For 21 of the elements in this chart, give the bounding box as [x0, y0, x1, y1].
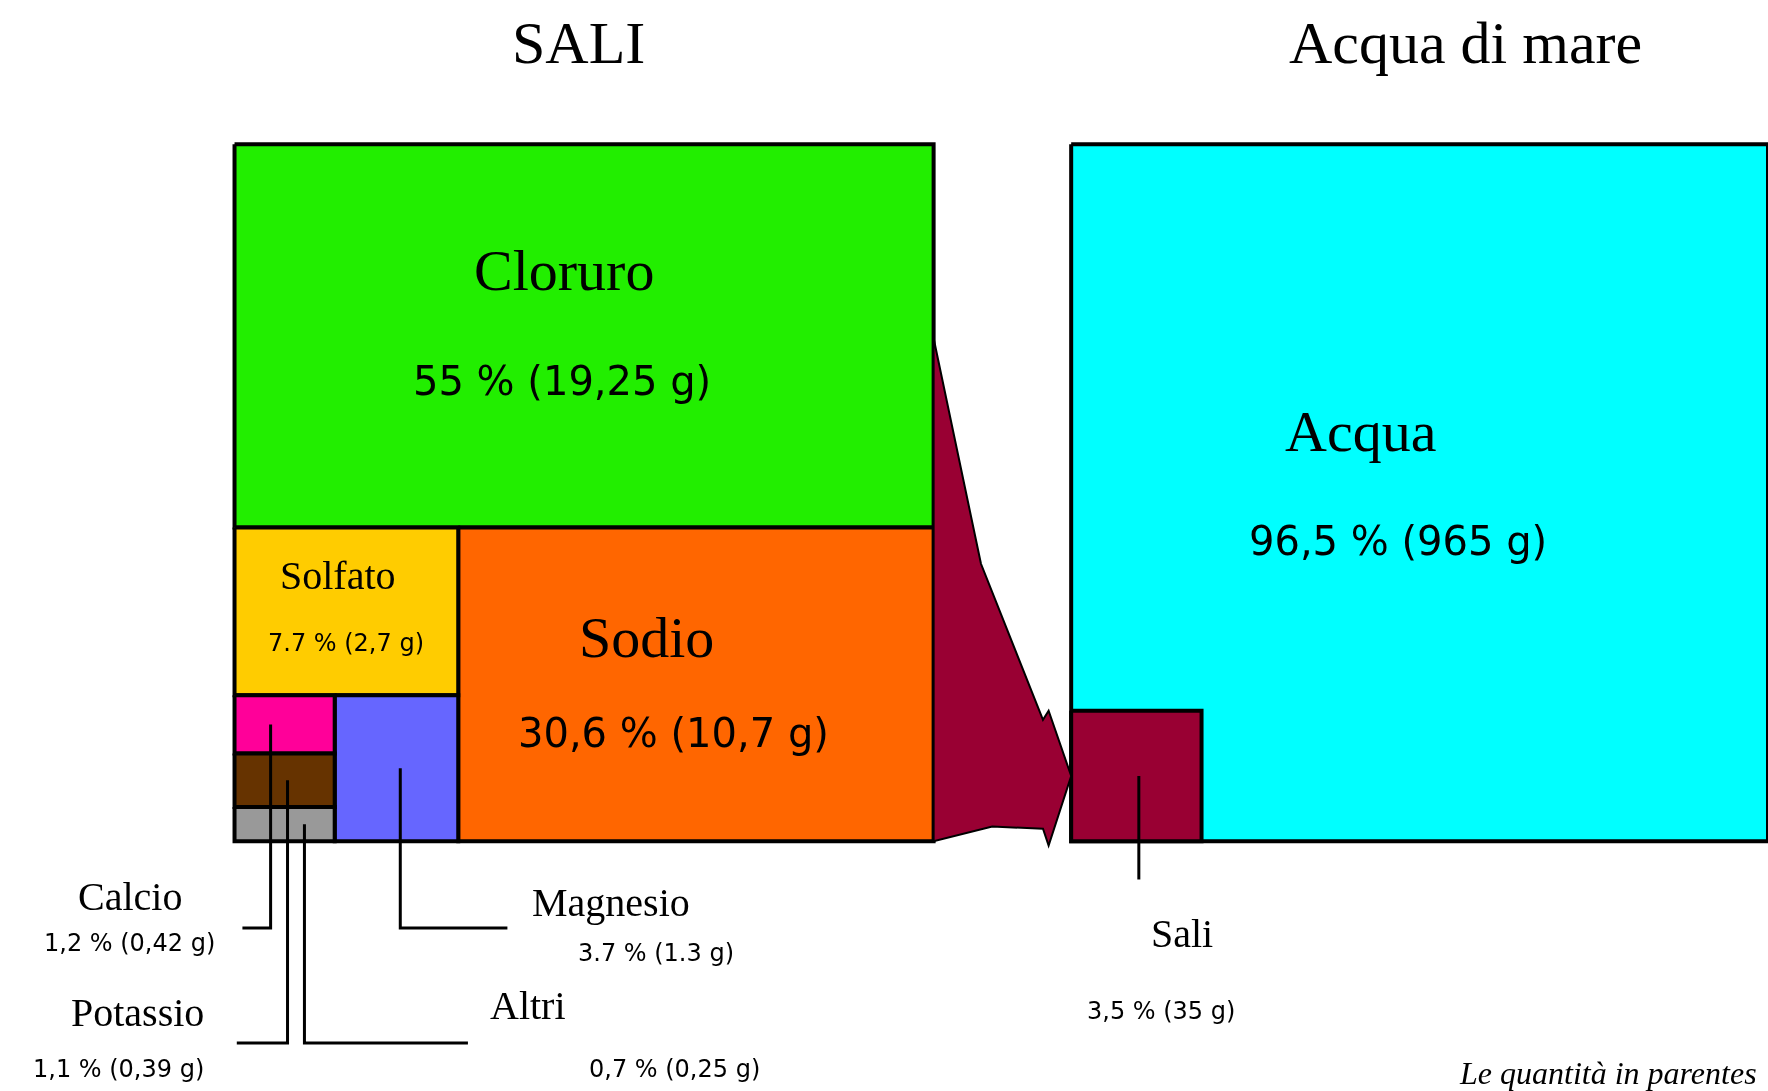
text: SALI — [512, 10, 646, 76]
category-label: Calcio — [78, 874, 183, 919]
category-label: Altri — [490, 983, 566, 1028]
category-label: Acqua — [1285, 399, 1437, 464]
category-label: Sodio — [579, 605, 715, 670]
category-label: Magnesio — [532, 880, 690, 925]
category-label: Sali — [1151, 911, 1214, 956]
category-label: Solfato — [280, 553, 396, 598]
data-label: 7.7 % (2,7 g) — [268, 629, 424, 657]
data-label: 0,7 % (0,25 g) — [589, 1055, 761, 1083]
text: Le quantità in parentes — [1459, 1055, 1757, 1091]
data-label: 55 % (19,25 g) — [413, 358, 712, 404]
data-label: 3.7 % (1.3 g) — [578, 939, 734, 967]
data-label: 96,5 % (965 g) — [1249, 518, 1548, 564]
data-label: 1,2 % (0,42 g) — [44, 929, 216, 957]
data-label: 30,6 % (10,7 g) — [518, 710, 829, 756]
text: Acqua di mare — [1289, 10, 1643, 76]
data-label: 1,1 % (0,39 g) — [33, 1055, 205, 1083]
data-label: 3,5 % (35 g) — [1087, 997, 1236, 1025]
category-label: Cloruro — [474, 238, 655, 303]
category-label: Potassio — [71, 990, 205, 1035]
